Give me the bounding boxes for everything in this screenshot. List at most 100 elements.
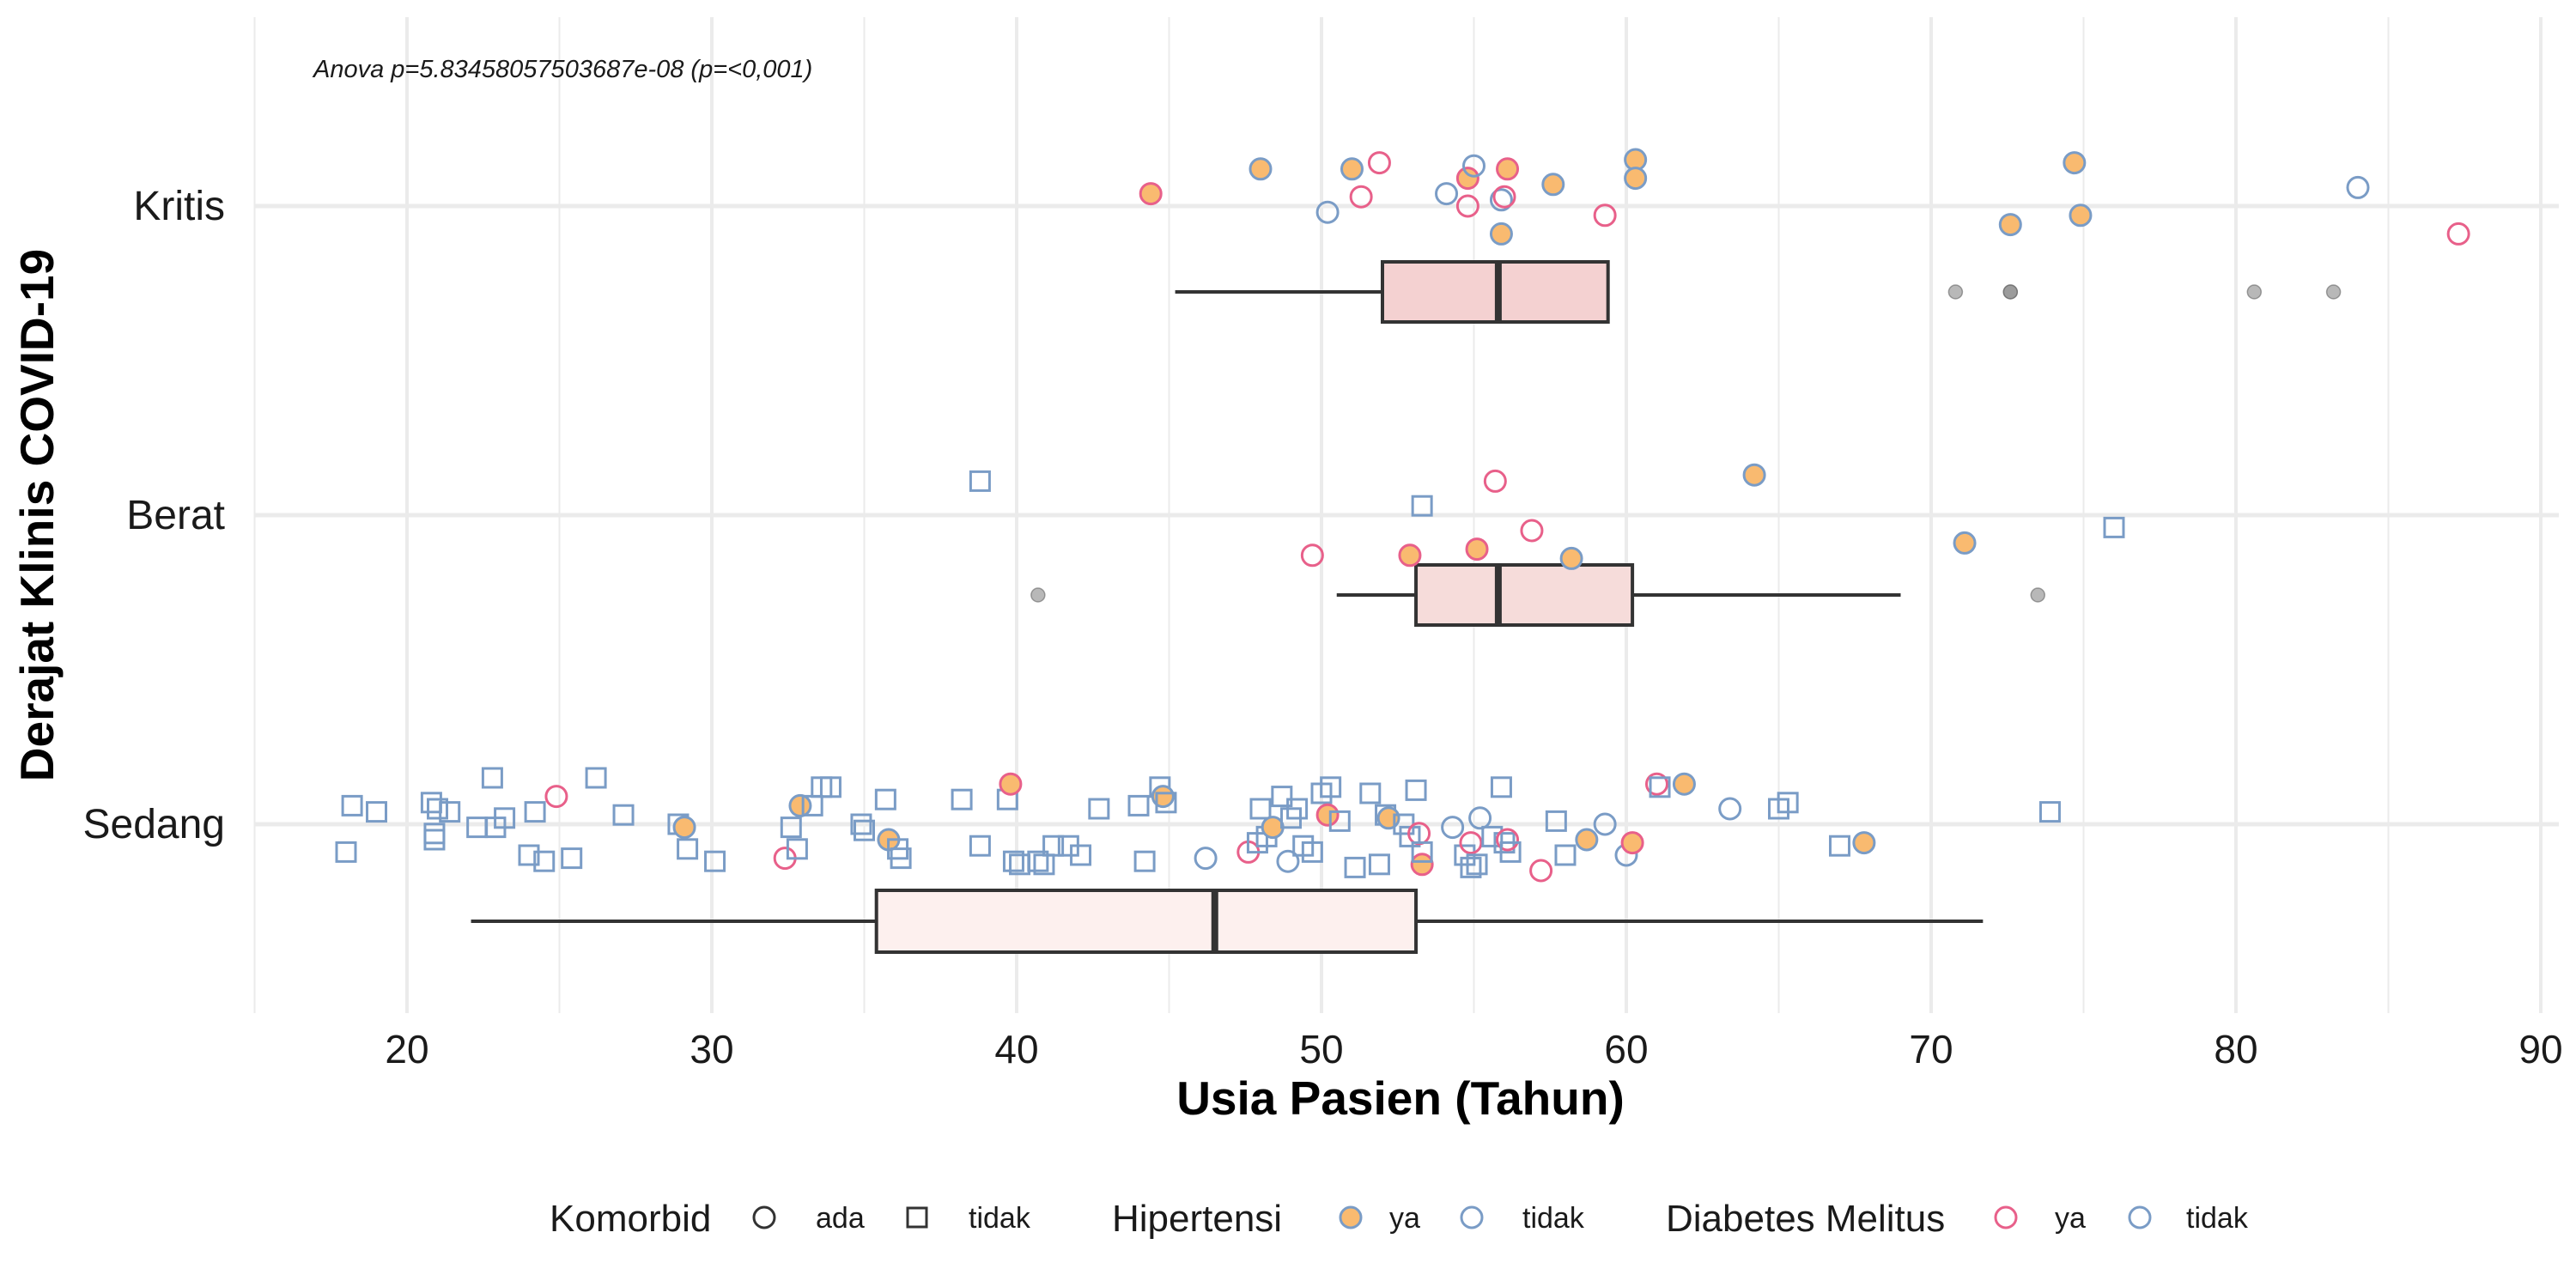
- point-circle: [1998, 213, 2022, 237]
- legend-key-circle-icon: [2128, 1205, 2152, 1229]
- x-tick-label: 90: [2518, 1027, 2562, 1071]
- boxplot-sedang: [471, 889, 1984, 954]
- point-square: [1286, 798, 1309, 820]
- y-tick-label-berat: Berat: [126, 493, 225, 538]
- point-circle: [1742, 463, 1766, 487]
- point-square: [1554, 844, 1577, 866]
- box: [874, 889, 1419, 954]
- point-square: [1829, 835, 1850, 857]
- x-tick-label: 50: [1299, 1027, 1343, 1071]
- point-circle: [1367, 151, 1391, 175]
- point-circle: [1953, 531, 1977, 555]
- legend-group: Komorbid ada tidak: [550, 1198, 1031, 1240]
- legend-title: Komorbid: [550, 1198, 711, 1240]
- point-square: [1649, 776, 1671, 798]
- point-square: [704, 850, 726, 872]
- point-square: [1490, 776, 1512, 798]
- point-circle: [1489, 188, 1513, 212]
- point-circle: [672, 816, 696, 840]
- outlier-point: [1947, 284, 1964, 300]
- point-circle: [1376, 806, 1400, 830]
- point-circle: [1575, 828, 1599, 852]
- point-circle: [1529, 859, 1553, 883]
- point-circle: [1398, 543, 1422, 568]
- point-square: [1027, 850, 1049, 872]
- y-tick-label-kritis: Kritis: [133, 184, 225, 229]
- outlier-point: [2002, 284, 2019, 300]
- point-circle: [1410, 853, 1434, 877]
- point-square: [1249, 798, 1272, 820]
- point-circle: [788, 793, 812, 817]
- outlier-point: [2325, 284, 2342, 300]
- box: [1414, 563, 1635, 627]
- point-square: [854, 819, 875, 841]
- point-circle: [1340, 157, 1364, 181]
- point-square: [677, 838, 699, 860]
- point-circle: [1349, 185, 1373, 209]
- point-circle: [1593, 203, 1617, 228]
- legend-label: tidak: [2186, 1202, 2249, 1235]
- x-tick-label: 20: [385, 1027, 428, 1071]
- point-circle: [1139, 182, 1163, 206]
- point-square: [1466, 853, 1488, 876]
- point-square: [969, 470, 991, 492]
- x-tick-label: 40: [994, 1027, 1038, 1071]
- anova-annotation: Anova p=5.83458057503687e-08 (p=<0,001): [312, 56, 812, 83]
- legend-group: Diabetes Melitus ya tidak: [1666, 1198, 2249, 1240]
- legend-label: ada: [816, 1202, 865, 1235]
- point-square: [819, 776, 841, 798]
- x-axis-title: Usia Pasien (Tahun): [1176, 1071, 1625, 1125]
- point-square: [1344, 856, 1366, 878]
- legend-key-circle-icon: [752, 1205, 776, 1229]
- box-plots: [471, 260, 2342, 954]
- point-circle: [1276, 849, 1300, 873]
- point-square: [1002, 850, 1024, 872]
- axes: 20 30 40 50 60 70 80 90 Kritis Berat Sedang: [83, 184, 2563, 1071]
- point-circle: [1483, 469, 1507, 493]
- point-circle: [1249, 157, 1273, 181]
- point-square: [1411, 841, 1433, 863]
- point-circle: [1459, 831, 1483, 855]
- grid: [253, 17, 2559, 1013]
- point-square: [420, 792, 442, 814]
- point-square: [1359, 782, 1382, 804]
- point-circle: [1315, 803, 1340, 827]
- point-square: [518, 844, 540, 866]
- point-square: [2038, 801, 2061, 823]
- point-circle: [1496, 828, 1520, 852]
- legend-key-circle-icon: [1339, 1205, 1363, 1229]
- point-circle: [1718, 797, 1742, 821]
- point-circle: [2346, 175, 2370, 199]
- point-square: [466, 817, 489, 839]
- point-circle: [1520, 519, 1544, 543]
- point-circle: [1441, 816, 1465, 840]
- legend-label: ya: [2055, 1202, 2086, 1235]
- point-circle: [1261, 816, 1285, 840]
- point-square: [1481, 825, 1504, 847]
- point-square: [494, 807, 516, 829]
- point-square: [427, 798, 448, 820]
- legend-label: ya: [1389, 1202, 1420, 1235]
- point-square: [1777, 792, 1799, 814]
- point-square: [951, 788, 973, 810]
- point-square: [1127, 794, 1150, 817]
- point-circle: [1541, 173, 1565, 197]
- point-circle: [1672, 772, 1696, 796]
- point-circle: [1315, 200, 1340, 224]
- point-square: [780, 817, 802, 839]
- legend: Komorbid ada tidak Hipertensi ya tidak Diabete…: [550, 1198, 2249, 1240]
- point-square: [786, 838, 808, 860]
- x-tick-label: 80: [2214, 1027, 2257, 1071]
- legend-title: Hipertensi: [1112, 1198, 1282, 1240]
- y-tick-label-sedang: Sedang: [83, 802, 226, 847]
- point-square: [1368, 853, 1390, 876]
- legend-key-circle-icon: [1994, 1205, 2018, 1229]
- boxplot-berat: [1030, 563, 2045, 627]
- point-circle: [1300, 543, 1324, 568]
- point-square: [1320, 776, 1342, 798]
- point-square: [612, 804, 635, 826]
- point-square: [969, 835, 991, 857]
- point-square: [1301, 841, 1323, 863]
- point-circle: [2069, 203, 2093, 228]
